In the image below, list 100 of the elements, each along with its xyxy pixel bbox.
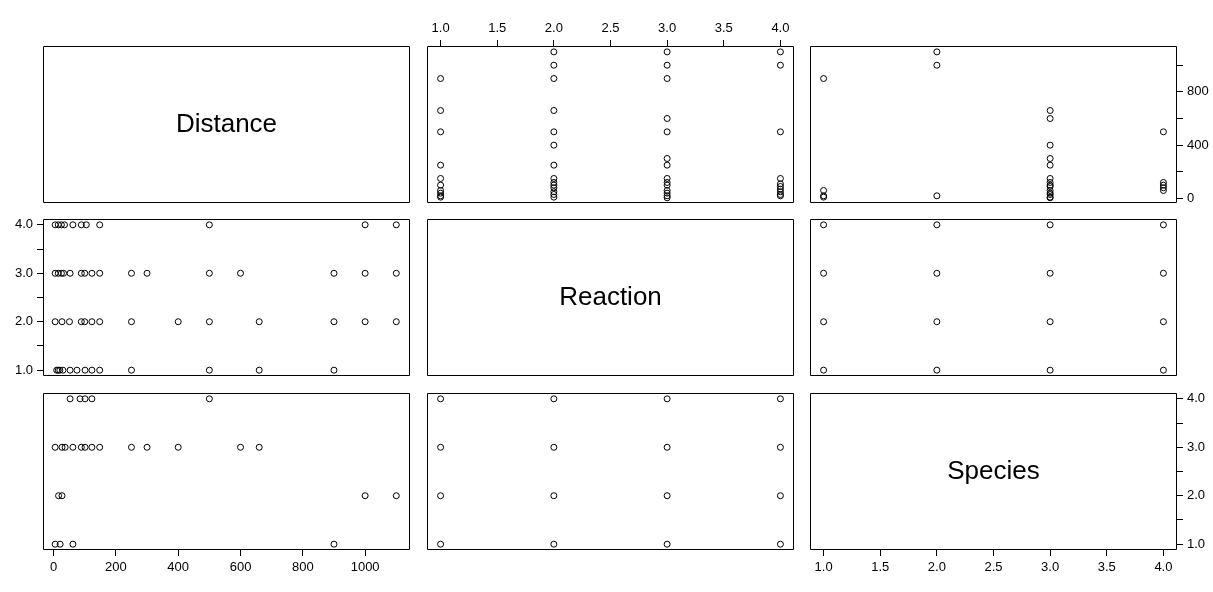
x-tick-label: 0 (49, 559, 58, 575)
point (663, 128, 671, 136)
point (65, 318, 73, 326)
point (96, 269, 104, 277)
x-tick-label: 2.0 (544, 19, 563, 35)
point (550, 161, 558, 169)
point (51, 443, 59, 451)
point (205, 395, 213, 403)
point (127, 443, 135, 451)
text: Distance (175, 107, 278, 138)
x-tick-label: 2.5 (984, 559, 1003, 575)
x-tick-label: 1.0 (814, 559, 833, 575)
point (933, 221, 941, 229)
point (88, 366, 96, 374)
point (392, 318, 400, 326)
point (437, 181, 445, 189)
point (550, 61, 558, 69)
point (174, 318, 182, 326)
point (776, 443, 784, 451)
point (663, 75, 671, 83)
point (51, 318, 59, 326)
point (56, 366, 64, 374)
point (237, 269, 245, 277)
point (1046, 174, 1054, 182)
point (776, 395, 784, 403)
point (361, 221, 369, 229)
y-tick-label: 0 (1187, 190, 1195, 206)
point (550, 395, 558, 403)
point (776, 48, 784, 56)
point (237, 443, 245, 451)
point (255, 443, 263, 451)
point (56, 540, 64, 548)
point (776, 492, 784, 500)
point (81, 366, 89, 374)
point (330, 366, 338, 374)
point (550, 141, 558, 149)
point (57, 221, 65, 229)
x-tick-label: 1000 (350, 559, 380, 575)
point (1159, 221, 1167, 229)
x-tick-label: 1.5 (871, 559, 890, 575)
x-tick-label: 2.5 (601, 19, 620, 35)
point (96, 366, 104, 374)
point (205, 366, 213, 374)
point (550, 492, 558, 500)
x-tick-label: 4.0 (771, 19, 790, 35)
x-tick-label: 3.0 (658, 19, 677, 35)
point (73, 366, 81, 374)
point (820, 186, 828, 194)
point (437, 395, 445, 403)
point (361, 318, 369, 326)
point (127, 318, 135, 326)
point (61, 443, 69, 451)
point (933, 192, 941, 200)
point (437, 107, 445, 115)
point (550, 178, 558, 186)
point (81, 318, 89, 326)
y-tick-label: 800 (1187, 83, 1209, 99)
point (205, 318, 213, 326)
point (66, 366, 74, 374)
point (550, 75, 558, 83)
point (663, 181, 671, 189)
text: Species (947, 454, 1040, 485)
point (361, 269, 369, 277)
point (550, 107, 558, 115)
point (1159, 318, 1167, 326)
point (550, 128, 558, 136)
point (933, 48, 941, 56)
point (330, 269, 338, 277)
point (55, 492, 63, 500)
point (60, 269, 68, 277)
point (205, 221, 213, 229)
point (550, 540, 558, 548)
point (550, 181, 558, 189)
point (1046, 141, 1054, 149)
point (1046, 115, 1054, 122)
point (437, 443, 445, 451)
y-tick-label: 2.0 (14, 313, 33, 329)
point (392, 492, 400, 500)
point (437, 186, 445, 194)
point (820, 75, 828, 83)
point (437, 75, 445, 83)
y-tick-label: 3.0 (14, 264, 33, 280)
point (88, 443, 96, 451)
point (663, 48, 671, 56)
point (663, 540, 671, 548)
point (88, 395, 96, 403)
point (437, 189, 445, 197)
point (205, 269, 213, 277)
point (550, 193, 558, 201)
y-tick-label: 4.0 (14, 216, 33, 232)
point (776, 128, 784, 136)
x-tick-label: 1.5 (488, 19, 507, 35)
text: Reaction (559, 280, 662, 311)
point (437, 540, 445, 548)
point (127, 366, 135, 374)
x-tick-label: 2.0 (927, 559, 946, 575)
point (437, 128, 445, 136)
point (663, 178, 671, 186)
point (255, 366, 263, 374)
point (1046, 366, 1054, 374)
